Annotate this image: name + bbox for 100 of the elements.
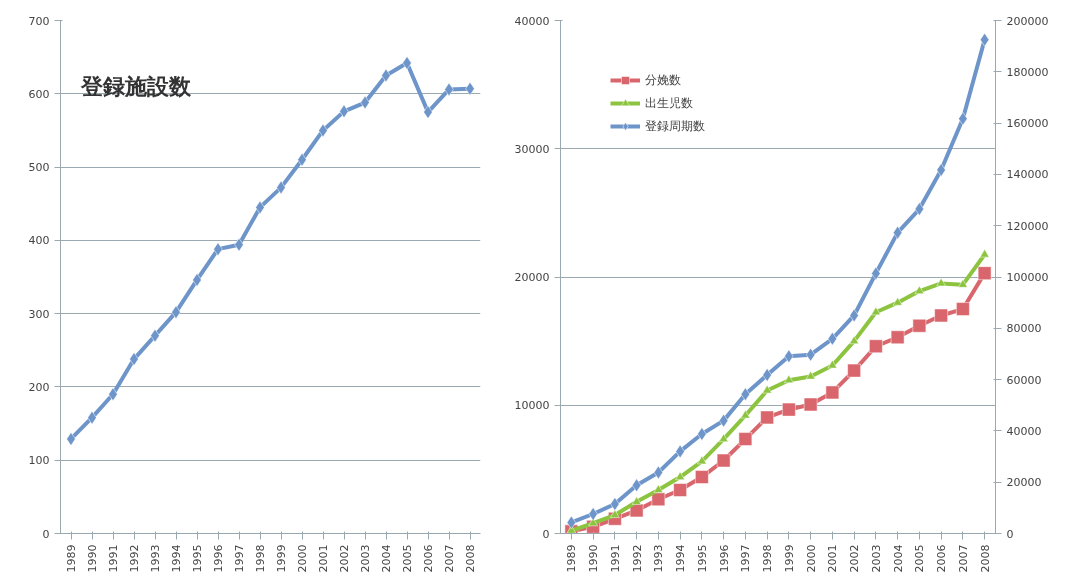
point [762, 368, 772, 382]
x-tick-label: 1999 [275, 544, 288, 573]
point [849, 335, 859, 344]
x-tick-label: 2005 [401, 544, 414, 573]
x-tick-label: 1996 [717, 544, 731, 573]
y2-tick-label: 80000 [1006, 322, 1042, 336]
y-tick-label: 100 [28, 454, 50, 468]
y-tick-label: 0 [542, 527, 550, 541]
x-tick-label: 1989 [65, 544, 78, 573]
point [610, 509, 620, 518]
y-tick-label: 200 [28, 380, 50, 394]
x-tick-label: 2002 [848, 544, 862, 573]
y-tick-label: 600 [28, 87, 50, 101]
text: 登録施設数 [79, 73, 192, 99]
point [784, 374, 794, 384]
x-tick-label: 1993 [652, 544, 666, 573]
x-tick-label: 1995 [695, 544, 709, 573]
x-tick-label: 1991 [107, 544, 120, 573]
point [740, 410, 751, 419]
point [738, 432, 753, 446]
point [213, 242, 223, 256]
point [716, 453, 731, 468]
x-tick-label: 1990 [86, 544, 99, 573]
x-tick-label: 2004 [891, 544, 905, 573]
x-tick-label: 1994 [674, 544, 688, 573]
x-tick-label: 1991 [608, 544, 622, 573]
point [936, 163, 946, 177]
y-tick-label: 30000 [514, 142, 550, 156]
point [912, 318, 927, 333]
point [805, 371, 816, 380]
point [934, 308, 948, 323]
x-tick-label: 2003 [359, 544, 372, 573]
point [402, 56, 412, 70]
x-tick-label: 2007 [443, 544, 456, 573]
y-tick-label: 300 [28, 307, 50, 321]
x-tick-label: 2003 [869, 544, 883, 573]
point [956, 302, 970, 316]
point [423, 105, 433, 119]
x-tick-label: 1995 [191, 544, 204, 573]
point [673, 483, 687, 497]
x-tick-label: 2007 [956, 544, 970, 573]
point [631, 496, 642, 505]
point [936, 277, 946, 287]
x-tick-label: 1989 [565, 544, 579, 573]
point [762, 385, 772, 394]
y-tick-label: 20000 [514, 271, 550, 284]
point [697, 427, 707, 441]
x-tick-label: 2006 [422, 544, 435, 573]
y2-tick-label: 180000 [1006, 65, 1049, 79]
x-tick-label: 2008 [978, 544, 992, 573]
point [192, 273, 202, 287]
point [914, 285, 925, 294]
x-tick-label: 1992 [128, 544, 141, 573]
y-tick-label: 10000 [514, 399, 550, 413]
x-tick-label: 2002 [338, 544, 351, 573]
point [629, 503, 644, 518]
y-tick-label: 700 [28, 14, 50, 28]
point [718, 433, 729, 442]
legend-label: 出生児数 [645, 94, 693, 112]
point [847, 363, 861, 378]
point [651, 492, 666, 507]
y-tick-label: 500 [28, 161, 50, 175]
x-tick-label: 2001 [826, 544, 840, 573]
point [914, 202, 924, 216]
point [977, 266, 992, 280]
point [827, 332, 837, 346]
point [695, 470, 709, 484]
y2-tick-label: 140000 [1006, 168, 1049, 182]
point [610, 497, 620, 511]
x-tick-label: 1990 [587, 544, 601, 573]
x-tick-label: 2008 [464, 544, 477, 573]
x-tick-label: 1996 [212, 544, 225, 573]
legend-label: 分娩数 [645, 71, 681, 89]
x-tick-label: 2006 [935, 544, 949, 573]
point [892, 297, 903, 306]
x-tick-label: 2005 [913, 544, 927, 573]
x-tick-label: 2000 [296, 544, 309, 573]
point [129, 352, 139, 366]
point [827, 360, 838, 369]
x-tick-label: 1992 [630, 544, 644, 573]
x-tick-label: 2001 [317, 544, 330, 573]
y2-tick-label: 40000 [1006, 424, 1042, 438]
point [979, 249, 990, 258]
point [803, 397, 818, 412]
y-tick-label: 40000 [514, 14, 550, 28]
point [653, 484, 664, 493]
point [588, 507, 598, 521]
point [740, 387, 750, 401]
legend-label: 登録周期数 [645, 117, 705, 135]
y2-tick-label: 60000 [1006, 373, 1042, 387]
x-tick-label: 1998 [254, 544, 267, 573]
point [825, 385, 840, 400]
x-tick-label: 1997 [233, 544, 246, 573]
y2-tick-label: 20000 [1006, 476, 1042, 490]
point [782, 402, 796, 417]
point [66, 432, 76, 446]
point [234, 238, 244, 252]
point [697, 455, 707, 465]
y2-tick-label: 200000 [1006, 14, 1049, 28]
y2-tick-label: 0 [1006, 527, 1014, 541]
